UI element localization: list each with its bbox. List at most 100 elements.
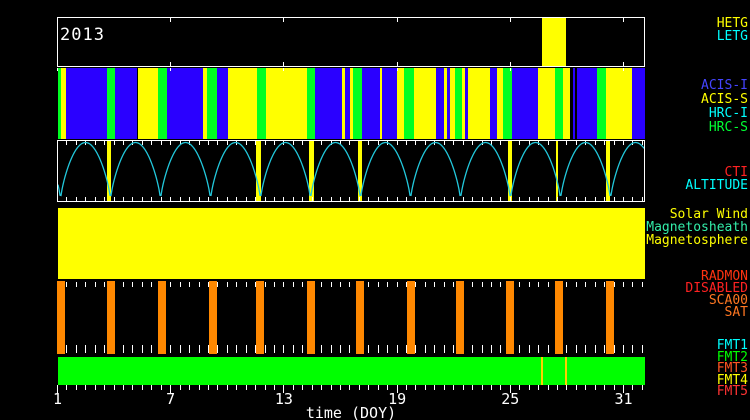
altitude-tick-minor: [424, 141, 426, 145]
cti-measurement-line: [255, 141, 261, 201]
altitude-tick-minor: [245, 141, 247, 145]
x-axis-tick-minor: [500, 385, 502, 390]
instrument-segment-acis-s: [444, 68, 448, 139]
altitude-curve: [58, 141, 644, 197]
altitude-tick-major: [57, 141, 58, 145]
altitude-tick-minor: [207, 141, 209, 145]
x-axis-tick-minor: [368, 385, 370, 390]
gratings-panel-tick: [509, 18, 511, 22]
radmon-tick-top-minor: [585, 282, 587, 287]
altitude-tick-bottom-minor: [538, 197, 540, 201]
x-axis-tick-minor: [302, 385, 304, 390]
x-axis-tick-minor: [85, 385, 87, 390]
hetg-observation-block: [542, 18, 566, 66]
x-axis-tick-minor: [132, 385, 134, 390]
radmon-tick-bottom-minor: [434, 345, 436, 353]
instrument-segment-acis-s: [468, 68, 490, 139]
altitude-tick-minor: [415, 141, 417, 145]
radmon-tick-bottom-minor: [368, 345, 370, 353]
x-axis-tick-minor: [490, 385, 492, 390]
instrument-segment-acis-i: [382, 68, 397, 139]
radmon-tick-top-minor: [236, 282, 238, 287]
x-axis-tick-minor: [358, 385, 360, 390]
altitude-tick-major: [396, 141, 398, 145]
altitude-tick-major: [170, 141, 172, 145]
radmon-tick-bottom-minor: [189, 345, 191, 353]
instrument-segment-acis-s: [538, 68, 555, 139]
cti-measurement-line: [556, 141, 559, 201]
instrument-segment-hrc-s: [404, 68, 415, 139]
altitude-tick-bottom-minor: [311, 197, 313, 201]
legend-hetg: HETG: [716, 16, 748, 31]
radmon-tick-top-minor: [481, 282, 483, 287]
x-axis-tick-minor: [594, 385, 596, 390]
altitude-tick-bottom-major: [283, 197, 285, 201]
altitude-tick-bottom-minor: [189, 197, 191, 201]
altitude-tick-minor: [179, 141, 181, 145]
radmon-tick-top-minor: [85, 282, 87, 287]
altitude-tick-minor: [226, 141, 228, 145]
radmon-disabled-bar: [355, 281, 364, 354]
radmon-tick-top-minor: [349, 282, 351, 287]
legend-cti: CTI: [724, 165, 748, 180]
x-axis-tick-major: [283, 385, 285, 393]
radmon-tick-bottom-minor: [66, 345, 68, 353]
instruments-panel-tick: [623, 68, 624, 71]
x-axis-tick-minor: [245, 385, 247, 390]
radmon-tick-top-minor: [132, 282, 134, 287]
instruments-panel-tick: [57, 68, 58, 71]
radmon-tick-top-minor: [292, 282, 294, 287]
radmon-tick-top-minor: [273, 282, 275, 287]
radmon-tick-top-minor: [632, 282, 634, 287]
radmon-tick-bottom-minor: [453, 345, 455, 353]
radmon-tick-bottom-minor: [424, 345, 426, 353]
altitude-tick-bottom-minor: [613, 197, 615, 201]
x-axis-tick-minor: [75, 385, 77, 390]
radmon-tick-bottom-minor: [245, 345, 247, 353]
gratings-panel-tick: [623, 18, 624, 22]
x-axis-tick-minor: [340, 385, 341, 390]
instrument-segment-acis-i: [572, 68, 575, 139]
radmon-tick-bottom-minor: [340, 345, 341, 353]
x-axis-tick-minor: [311, 385, 313, 390]
radmon-tick-top-minor: [302, 282, 304, 287]
x-axis-tick-minor: [264, 385, 266, 390]
x-axis-tick-minor: [217, 385, 219, 390]
radmon-tick-bottom-minor: [415, 345, 417, 353]
altitude-tick-bottom-minor: [453, 197, 455, 201]
radmon-tick-bottom-minor: [255, 345, 257, 353]
instrument-segment-hrc-s: [306, 68, 316, 139]
radmon-tick-bottom-minor: [198, 345, 200, 353]
instrument-segment-acis-i: [362, 68, 380, 139]
radmon-disabled-bar: [555, 281, 564, 354]
radmon-tick-bottom-minor: [104, 345, 106, 353]
altitude-tick-bottom-minor: [226, 197, 228, 201]
x-axis-tick-minor: [481, 385, 483, 390]
legend-fmt3: FMT3: [716, 361, 748, 376]
radmon-disabled-bar: [107, 281, 116, 354]
legend-fmt5: FMT5: [716, 384, 748, 399]
instrument-segment-hrc-s: [596, 68, 606, 139]
x-axis-tick-minor: [453, 385, 455, 390]
x-axis-tick-minor: [604, 385, 606, 390]
instrument-segment-hrc-s: [256, 68, 266, 139]
instrument-segment-acis-s: [349, 68, 353, 139]
radmon-tick-bottom-minor: [85, 345, 87, 353]
radmon-tick-bottom-minor: [264, 345, 266, 353]
x-axis-tick-label: 13: [274, 390, 293, 408]
altitude-tick-bottom-minor: [236, 197, 238, 201]
altitude-tick-bottom-minor: [217, 197, 219, 201]
radmon-tick-top-minor: [226, 282, 228, 287]
gratings-panel-tick: [396, 62, 398, 66]
altitude-tick-bottom-major: [509, 197, 511, 201]
altitude-tick-major: [623, 141, 624, 145]
altitude-tick-minor: [406, 141, 408, 145]
x-axis-tick-minor: [141, 385, 143, 390]
radmon-tick-bottom-minor: [566, 345, 568, 353]
legend-fmt1: FMT1: [716, 338, 748, 353]
radmon-tick-bottom-minor: [302, 345, 304, 353]
radmon-tick-top-minor: [528, 282, 530, 287]
altitude-tick-minor: [443, 141, 445, 145]
instrument-segment-acis-s: [61, 68, 66, 139]
instrument-segment-acis-i: [632, 68, 646, 139]
